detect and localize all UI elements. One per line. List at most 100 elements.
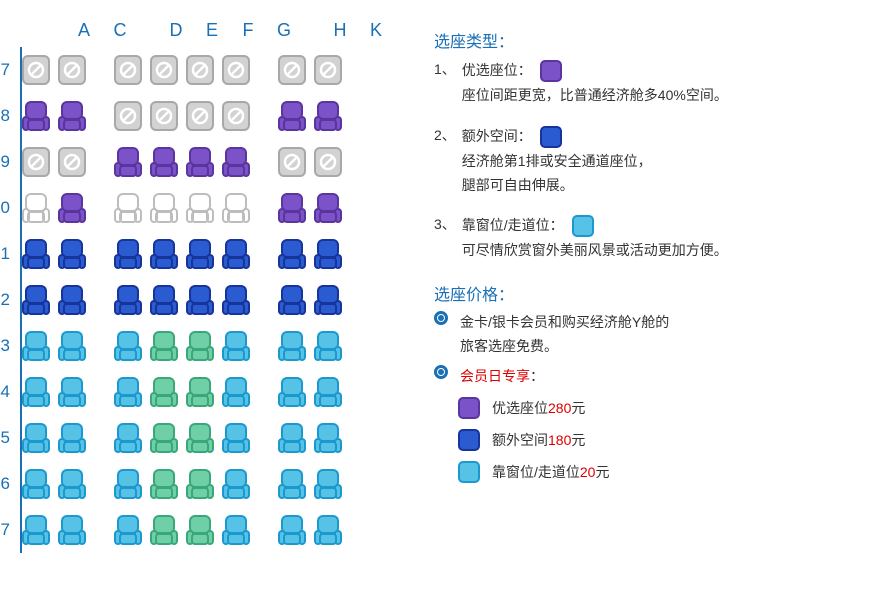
seat-45F[interactable] — [184, 421, 216, 455]
seat-44C[interactable] — [56, 375, 88, 409]
seat-43C[interactable] — [56, 329, 88, 363]
price-icon — [456, 459, 482, 485]
seat-42E[interactable] — [148, 283, 180, 317]
seat-38G[interactable] — [220, 99, 252, 133]
seat-38C[interactable] — [56, 99, 88, 133]
seat-39H[interactable] — [276, 145, 308, 179]
seat-43H[interactable] — [276, 329, 308, 363]
seat-type-num: 1、 — [434, 58, 456, 82]
seat-type-item: 3、 靠窗位/走道位： 可尽情欣赏窗外美丽风景或活动更加方便。 — [434, 213, 728, 263]
seat-41F[interactable] — [184, 237, 216, 271]
seat-44A[interactable] — [20, 375, 52, 409]
seat-47A[interactable] — [20, 513, 52, 547]
seat-44D[interactable] — [112, 375, 144, 409]
seat-43A[interactable] — [20, 329, 52, 363]
seat-40F[interactable] — [184, 191, 216, 225]
seat-37A[interactable] — [20, 53, 52, 87]
seat-42C[interactable] — [56, 283, 88, 317]
seat-41K[interactable] — [312, 237, 344, 271]
seat-45H[interactable] — [276, 421, 308, 455]
seat-43E[interactable] — [148, 329, 180, 363]
seat-type-label: 优选座位： — [462, 59, 532, 83]
seat-37C[interactable] — [56, 53, 88, 87]
seat-46K[interactable] — [312, 467, 344, 501]
seat-40G[interactable] — [220, 191, 252, 225]
seat-46F[interactable] — [184, 467, 216, 501]
seat-41E[interactable] — [148, 237, 180, 271]
seat-40C[interactable] — [56, 191, 88, 225]
seat-41A[interactable] — [20, 237, 52, 271]
seat-45A[interactable] — [20, 421, 52, 455]
seat-43G[interactable] — [220, 329, 252, 363]
seat-37D[interactable] — [112, 53, 144, 87]
seat-46E[interactable] — [148, 467, 180, 501]
seat-43D[interactable] — [112, 329, 144, 363]
seat-44H[interactable] — [276, 375, 308, 409]
seat-44G[interactable] — [220, 375, 252, 409]
seat-47K[interactable] — [312, 513, 344, 547]
seat-39A[interactable] — [20, 145, 52, 179]
seat-45K[interactable] — [312, 421, 344, 455]
seat-39F[interactable] — [184, 145, 216, 179]
seat-44E[interactable] — [148, 375, 180, 409]
seat-45G[interactable] — [220, 421, 252, 455]
seat-41G[interactable] — [220, 237, 252, 271]
seat-type-num: 2、 — [434, 124, 456, 148]
row-label-46: 46 — [0, 474, 18, 494]
seat-38A[interactable] — [20, 99, 52, 133]
seat-45D[interactable] — [112, 421, 144, 455]
seat-46D[interactable] — [112, 467, 144, 501]
seat-40D[interactable] — [112, 191, 144, 225]
seat-type-desc: 可尽情欣赏窗外美丽风景或活动更加方便。 — [462, 239, 728, 263]
seat-37H[interactable] — [276, 53, 308, 87]
seat-43F[interactable] — [184, 329, 216, 363]
seat-41C[interactable] — [56, 237, 88, 271]
seat-46H[interactable] — [276, 467, 308, 501]
seat-40K[interactable] — [312, 191, 344, 225]
seat-42A[interactable] — [20, 283, 52, 317]
seat-39K[interactable] — [312, 145, 344, 179]
seat-47G[interactable] — [220, 513, 252, 547]
seat-38H[interactable] — [276, 99, 308, 133]
seat-46C[interactable] — [56, 467, 88, 501]
seat-47F[interactable] — [184, 513, 216, 547]
seat-47H[interactable] — [276, 513, 308, 547]
seat-37E[interactable] — [148, 53, 180, 87]
seat-46G[interactable] — [220, 467, 252, 501]
seat-37G[interactable] — [220, 53, 252, 87]
seat-45E[interactable] — [148, 421, 180, 455]
seat-44F[interactable] — [184, 375, 216, 409]
seat-40A[interactable] — [20, 191, 52, 225]
seat-46A[interactable] — [20, 467, 52, 501]
price-free-line: 金卡/银卡会员和购买经济舱Y舱的 旅客选座免费。 — [434, 311, 728, 359]
seat-40H[interactable] — [276, 191, 308, 225]
seat-42F[interactable] — [184, 283, 216, 317]
seat-45C[interactable] — [56, 421, 88, 455]
seat-47E[interactable] — [148, 513, 180, 547]
seat-40E[interactable] — [148, 191, 180, 225]
seat-44K[interactable] — [312, 375, 344, 409]
seat-42H[interactable] — [276, 283, 308, 317]
seat-38D[interactable] — [112, 99, 144, 133]
seat-39D[interactable] — [112, 145, 144, 179]
col-header-H: H — [322, 20, 358, 41]
seat-39E[interactable] — [148, 145, 180, 179]
row-label-37: 37 — [0, 60, 18, 80]
seat-row-44: 44 — [32, 369, 394, 415]
seat-38F[interactable] — [184, 99, 216, 133]
seat-41D[interactable] — [112, 237, 144, 271]
seat-39C[interactable] — [56, 145, 88, 179]
seat-47C[interactable] — [56, 513, 88, 547]
seat-39G[interactable] — [220, 145, 252, 179]
seat-38E[interactable] — [148, 99, 180, 133]
seat-43K[interactable] — [312, 329, 344, 363]
seat-47D[interactable] — [112, 513, 144, 547]
seat-38K[interactable] — [312, 99, 344, 133]
seat-37F[interactable] — [184, 53, 216, 87]
seat-rows: 37 — [20, 47, 394, 553]
seat-42D[interactable] — [112, 283, 144, 317]
seat-41H[interactable] — [276, 237, 308, 271]
seat-42G[interactable] — [220, 283, 252, 317]
seat-42K[interactable] — [312, 283, 344, 317]
seat-37K[interactable] — [312, 53, 344, 87]
